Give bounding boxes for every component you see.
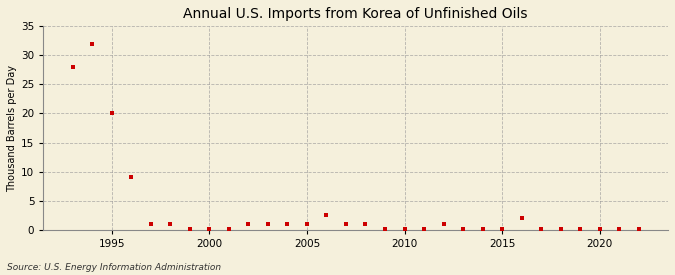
Point	[243, 222, 254, 226]
Point	[145, 222, 156, 226]
Point	[223, 226, 234, 231]
Text: Source: U.S. Energy Information Administration: Source: U.S. Energy Information Administ…	[7, 263, 221, 272]
Point	[477, 227, 488, 231]
Point	[341, 222, 352, 226]
Point	[594, 227, 605, 231]
Point	[106, 111, 117, 116]
Point	[321, 213, 332, 218]
Point	[575, 227, 586, 231]
Point	[418, 227, 429, 231]
Point	[204, 227, 215, 231]
Point	[282, 222, 293, 226]
Point	[263, 222, 273, 226]
Title: Annual U.S. Imports from Korea of Unfinished Oils: Annual U.S. Imports from Korea of Unfini…	[184, 7, 528, 21]
Point	[360, 222, 371, 226]
Point	[438, 222, 449, 226]
Point	[302, 222, 313, 226]
Point	[633, 226, 644, 231]
Point	[126, 175, 136, 180]
Point	[68, 65, 78, 69]
Point	[379, 226, 390, 231]
Point	[614, 227, 624, 231]
Y-axis label: Thousand Barrels per Day: Thousand Barrels per Day	[7, 65, 17, 191]
Point	[497, 227, 508, 231]
Point	[556, 227, 566, 231]
Point	[458, 227, 468, 231]
Point	[516, 216, 527, 220]
Point	[184, 226, 195, 231]
Point	[165, 222, 176, 226]
Point	[536, 227, 547, 231]
Point	[399, 227, 410, 231]
Point	[87, 42, 98, 46]
